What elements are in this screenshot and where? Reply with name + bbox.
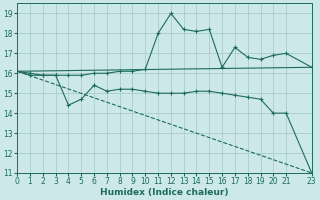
X-axis label: Humidex (Indice chaleur): Humidex (Indice chaleur)	[100, 188, 229, 197]
